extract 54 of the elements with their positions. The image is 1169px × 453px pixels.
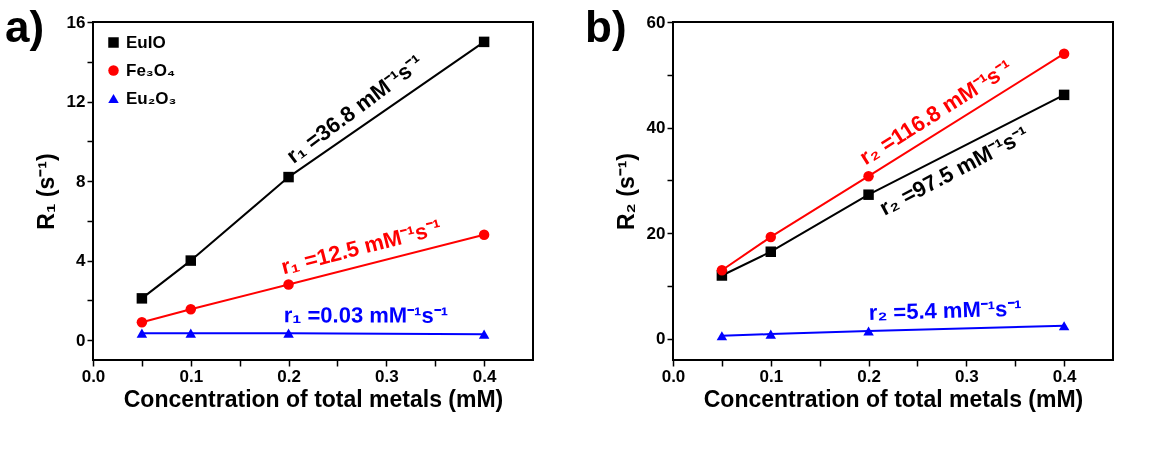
point [1058, 321, 1070, 331]
point [1058, 89, 1070, 101]
point [1058, 48, 1070, 59]
y-tick-label: 20 [646, 223, 666, 243]
point [863, 189, 874, 200]
point [185, 304, 197, 315]
y-tick-label: 60 [646, 12, 666, 32]
y-tick-label: 0 [656, 329, 666, 349]
annotation: r₂ =5.4 mM⁻¹s⁻¹ [868, 295, 1022, 326]
x-axis-title: Concentration of total metals (mM) [123, 385, 504, 412]
point [765, 231, 777, 243]
y-tick-label: 16 [66, 12, 86, 32]
point [185, 255, 197, 266]
chart-title: a) [5, 2, 45, 51]
y-tick-label: 8 [76, 171, 86, 191]
y-tick-label: 12 [66, 92, 86, 112]
point [765, 329, 777, 339]
point [283, 279, 294, 290]
point [136, 293, 148, 304]
x-tick-label: 0.0 [661, 366, 686, 386]
point [863, 170, 874, 182]
y-tick-label: 40 [646, 118, 666, 138]
x-tick-label: 0.1 [759, 366, 784, 386]
x-tick-label: 0.0 [81, 366, 106, 386]
y-axis-title: R₂ (s⁻¹) [612, 153, 639, 230]
y-tick-label: 4 [76, 251, 87, 271]
x-tick-label: 0.2 [277, 366, 301, 386]
point [136, 328, 148, 338]
x-tick-label: 0.4 [472, 366, 497, 386]
legend-label: EuIO [126, 32, 166, 52]
x-axis-title: Concentration of total metals (mM) [703, 385, 1084, 412]
chart-title: b) [585, 2, 627, 51]
annotation: r₁ =0.03 mM⁻¹s⁻¹ [283, 302, 449, 328]
point [478, 329, 490, 339]
x-tick-label: 0.3 [375, 366, 399, 386]
point [716, 264, 728, 276]
legend-label: Fe₃O₄ [126, 60, 176, 80]
x-tick-label: 0.2 [857, 366, 881, 386]
point [863, 326, 874, 336]
point [478, 229, 490, 240]
x-tick-label: 0.4 [1052, 366, 1077, 386]
y-tick-label: 0 [76, 330, 86, 350]
x-tick-label: 0.3 [955, 366, 979, 386]
point [716, 331, 728, 341]
point [765, 246, 777, 257]
annotation: r₁ =12.5 mM⁻¹s⁻¹ [278, 214, 444, 280]
point [478, 36, 490, 48]
y-axis-title: R₁ (s⁻¹) [32, 153, 59, 230]
point [283, 171, 294, 183]
point [136, 316, 148, 328]
x-tick-label: 0.1 [179, 366, 204, 386]
point [185, 328, 197, 338]
legend-label: Eu₂O₃ [126, 88, 177, 108]
point [283, 328, 294, 338]
